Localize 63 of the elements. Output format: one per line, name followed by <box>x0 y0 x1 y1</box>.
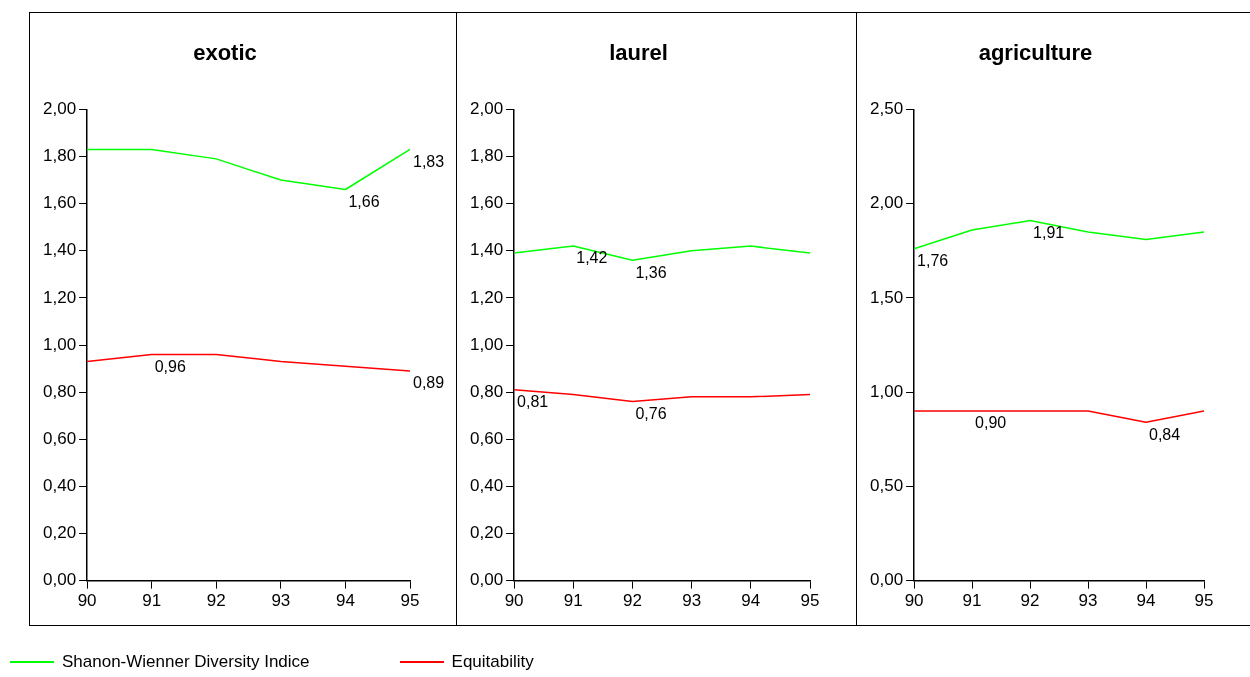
x-tick-label: 90 <box>504 591 524 611</box>
data-label: 0,76 <box>635 404 667 422</box>
data-label: 1,91 <box>1033 224 1065 242</box>
x-tick-label: 91 <box>563 591 583 611</box>
y-tick-label: 1,50 <box>869 287 904 307</box>
x-tick-label: 93 <box>1078 591 1098 611</box>
x-tick-label: 94 <box>335 591 355 611</box>
x-tick-label: 92 <box>622 591 642 611</box>
y-tick-label: 1,00 <box>469 334 504 354</box>
data-label: 1,36 <box>635 263 667 281</box>
data-label: 0,84 <box>1149 425 1181 443</box>
y-tick-label: 2,00 <box>869 193 904 213</box>
y-tick-label: 0,00 <box>42 570 77 590</box>
legend-label: Equitability <box>451 652 534 672</box>
y-tick-label: 0,60 <box>42 428 77 448</box>
y-tick-label: 0,50 <box>869 476 904 496</box>
y-tick-label: 0,00 <box>869 570 904 590</box>
x-tick-label: 95 <box>400 591 420 611</box>
x-tick-label: 93 <box>682 591 702 611</box>
y-tick-label: 1,00 <box>869 381 904 401</box>
x-tick-label: 91 <box>962 591 982 611</box>
data-label: 1,83 <box>413 152 445 170</box>
chart-title: agriculture <box>978 40 1093 66</box>
y-tick-label: 0,20 <box>469 523 504 543</box>
data-label: 1,76 <box>917 252 949 270</box>
x-tick-label: 91 <box>142 591 162 611</box>
x-tick-label: 90 <box>77 591 97 611</box>
y-tick-label: 1,00 <box>42 334 77 354</box>
y-tick-label: 1,80 <box>42 146 77 166</box>
y-tick-label: 1,20 <box>42 287 77 307</box>
y-tick-label: 1,80 <box>469 146 504 166</box>
data-label: 0,89 <box>413 374 445 392</box>
x-tick-label: 92 <box>206 591 226 611</box>
y-tick-label: 0,80 <box>469 381 504 401</box>
y-tick-label: 1,20 <box>469 287 504 307</box>
legend-label: Shanon-Wienner Diversity Indice <box>62 652 310 672</box>
x-tick-label: 92 <box>1020 591 1040 611</box>
x-tick-label: 95 <box>1194 591 1214 611</box>
x-tick-label: 94 <box>741 591 761 611</box>
data-label: 0,81 <box>517 393 549 411</box>
data-label: 0,96 <box>154 357 186 375</box>
data-label: 1,42 <box>576 249 608 267</box>
x-tick-label: 93 <box>271 591 291 611</box>
y-tick-label: 1,40 <box>42 240 77 260</box>
y-tick-label: 1,40 <box>469 240 504 260</box>
chart-title: exotic <box>193 40 257 66</box>
y-tick-label: 0,20 <box>42 523 77 543</box>
y-tick-label: 0,00 <box>469 570 504 590</box>
y-tick-label: 2,00 <box>469 99 504 119</box>
data-label: 1,66 <box>348 192 380 210</box>
y-tick-label: 0,60 <box>469 428 504 448</box>
x-tick-label: 94 <box>1136 591 1156 611</box>
y-tick-label: 0,40 <box>469 476 504 496</box>
y-tick-label: 2,50 <box>869 99 904 119</box>
x-tick-label: 90 <box>904 591 924 611</box>
y-tick-label: 2,00 <box>42 99 77 119</box>
y-tick-label: 1,60 <box>42 193 77 213</box>
x-tick-label: 95 <box>800 591 820 611</box>
chart-title: laurel <box>609 40 668 66</box>
y-tick-label: 0,80 <box>42 381 77 401</box>
data-label: 0,90 <box>975 414 1007 432</box>
y-tick-label: 0,40 <box>42 476 77 496</box>
y-tick-label: 1,60 <box>469 193 504 213</box>
